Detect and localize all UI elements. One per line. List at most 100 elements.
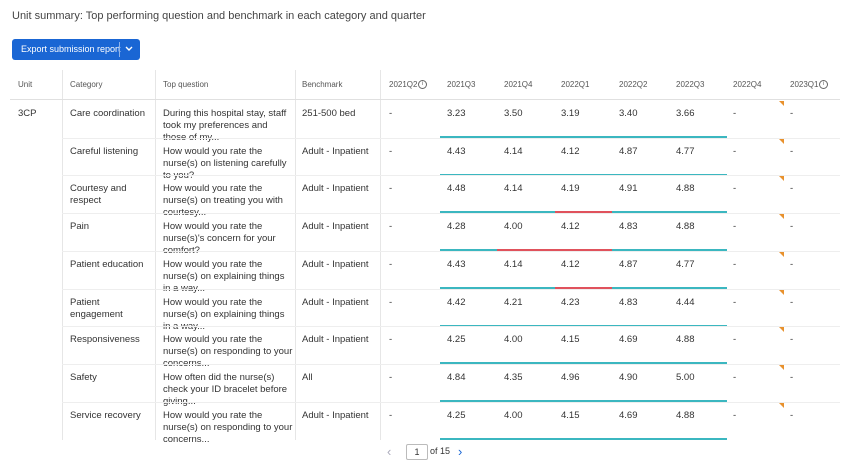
cell: - [733,108,737,119]
trend-bar [440,136,727,139]
column-header[interactable]: 2021Q2 [389,80,418,89]
cell: 4.12 [561,258,580,270]
cell: 4.12 [561,221,580,233]
cell: During this hospital stay, staff took my… [163,108,287,143]
trend-bar-low [555,211,612,214]
col-divider [62,70,63,440]
cell: 4.87 [619,258,638,270]
unit-cell: 3CP [18,108,37,119]
flag [779,101,784,106]
row-rule [62,137,840,139]
cell: - [733,371,737,383]
cell: Adult - Inpatient [302,334,369,346]
cell: How would you rate the nurse(s) on liste… [163,145,287,181]
column-header[interactable]: 2022Q4 [733,80,762,89]
col-divider [295,70,296,440]
cell: Adult - Inpatient [302,296,369,308]
cell: Adult - Inpatient [302,183,369,195]
column-header[interactable]: Top question [163,80,209,89]
cell: 4.00 [504,334,523,346]
page-count: of 15 [430,446,451,456]
cell: - [790,221,794,233]
row-rule [62,175,840,177]
cell: 4.00 [504,221,523,233]
prev-page[interactable]: ‹ [387,444,392,459]
col-divider [155,70,156,440]
cell: All [302,371,313,383]
column-header[interactable]: 2021Q3 [447,80,476,89]
column-header[interactable]: 2022Q3 [676,80,705,89]
cell: 5.00 [676,371,695,383]
cell: Adult - Inpatient [302,145,369,157]
cell: How would you rate the nurse(s) on expla… [163,296,285,332]
export-button[interactable]: Export submission report [12,39,140,60]
dropdown-icon[interactable] [124,45,134,53]
cell: 4.14 [504,258,523,270]
cell: 4.69 [619,409,638,421]
cell: 3.66 [676,108,695,119]
trend-bar [440,399,727,403]
cell: - [790,108,794,119]
column-header[interactable]: 2022Q1 [561,80,590,89]
cell: 4.88 [676,183,695,195]
flag [779,251,784,257]
col-divider [380,70,381,440]
cell: - [733,258,737,270]
page-title: Unit summary: Top performing question an… [12,10,426,22]
cell: 4.15 [561,334,580,346]
cell: - [790,258,794,270]
cell: Service recovery [70,409,141,421]
cell: 4.35 [504,371,523,383]
cell: 4.14 [504,145,523,157]
cell: Adult - Inpatient [302,221,369,233]
cell: 4.25 [447,334,466,346]
cell: - [389,258,393,270]
cell: How would you rate the nurse(s) on respo… [163,409,293,445]
cell: Courtesy and respect [70,183,127,207]
cell: Adult - Inpatient [302,409,369,421]
row-rule [62,250,840,252]
column-header[interactable]: Benchmark [302,80,343,89]
info-icon[interactable]: i [418,80,427,89]
flag [779,214,784,220]
cell: Adult - Inpatient [302,258,369,270]
cell: 4.96 [561,371,580,383]
column-header[interactable]: 2021Q4 [504,80,533,89]
cell: Careful listening [70,145,139,157]
cell: 4.42 [447,296,466,308]
row-rule [62,363,840,365]
flag [779,176,784,182]
cell: 4.77 [676,145,695,157]
cell: - [790,409,794,421]
cell: 4.25 [447,409,466,421]
flag [779,327,784,333]
cell: 4.15 [561,409,580,421]
trend-bar [440,324,727,327]
cell: - [733,334,737,346]
cell: 3.19 [561,108,580,119]
export-label[interactable]: Export submission report [21,44,121,54]
cell: - [733,145,737,157]
column-header[interactable]: Category [70,80,103,89]
column-header[interactable]: 2023Q1 [790,80,819,89]
cell: - [790,183,794,195]
next-page[interactable]: › [458,444,463,459]
info-icon[interactable]: i [819,80,828,89]
cell: 4.83 [619,221,638,233]
cell: - [389,108,393,119]
cell: - [790,371,794,383]
cell: Care coordination [70,108,145,119]
divider [119,42,120,57]
trend-bar-low [497,249,612,252]
column-header[interactable]: 2022Q2 [619,80,648,89]
trend-bar [440,362,727,365]
page-input[interactable]: 1 [406,444,428,460]
cell: 4.77 [676,258,695,270]
cell: Safety [70,371,97,383]
column-header[interactable]: Unit [18,80,33,89]
row-rule [62,326,840,328]
cell: 4.12 [561,145,580,157]
cell: 4.44 [676,296,695,308]
cell: 4.69 [619,334,638,346]
cell: - [389,334,393,346]
